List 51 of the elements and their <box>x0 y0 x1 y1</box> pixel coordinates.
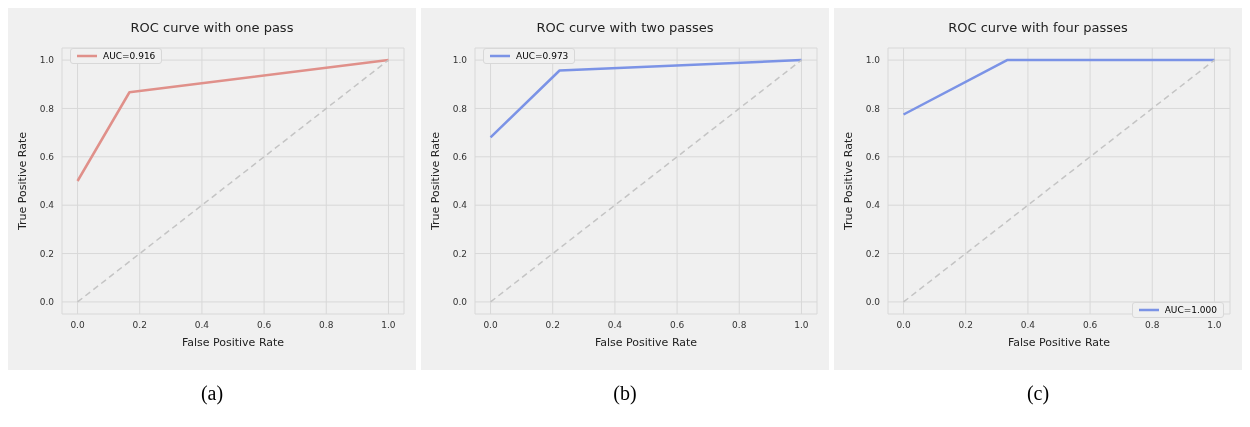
x-tick-label: 0.0 <box>483 320 498 331</box>
y-tick-label: 0.4 <box>865 200 881 211</box>
y-tick-label: 0.2 <box>452 248 467 259</box>
chart-title: ROC curve with one pass <box>129 20 295 35</box>
x-tick-label: 0.2 <box>545 320 560 331</box>
x-tick-label: 0.6 <box>1082 320 1098 331</box>
y-tick-label: 0.2 <box>39 248 54 259</box>
text: (c) <box>1026 382 1050 404</box>
legend-label: AUC=0.916 <box>103 51 156 61</box>
x-tick-label: 0.4 <box>607 320 623 331</box>
text: (b) <box>613 382 637 404</box>
y-tick-label: 0.6 <box>39 152 55 163</box>
y-tick-label: 0.6 <box>865 152 881 163</box>
y-tick-label: 0.0 <box>452 297 468 308</box>
y-tick-label: 0.4 <box>452 200 468 211</box>
x-tick-label: 0.8 <box>1145 320 1160 331</box>
x-axis-title: False Positive Rate <box>594 336 698 349</box>
x-tick-label: 0.0 <box>70 320 85 331</box>
x-tick-label: 1.0 <box>1207 320 1222 331</box>
y-tick-label: 0.8 <box>452 103 468 114</box>
y-tick-label: 0.8 <box>865 103 881 114</box>
y-axis-title: True Positive Rate <box>15 131 29 231</box>
x-tick-label: 0.0 <box>896 320 911 331</box>
y-tick-label: 0.6 <box>452 152 468 163</box>
text: (a) <box>200 382 224 404</box>
y-axis-title: True Positive Rate <box>841 131 855 231</box>
x-tick-label: 1.0 <box>794 320 809 331</box>
x-tick-label: 0.8 <box>732 320 747 331</box>
x-tick-label: 1.0 <box>381 320 396 331</box>
y-tick-label: 0.2 <box>865 248 880 259</box>
x-tick-label: 0.2 <box>132 320 147 331</box>
x-tick-label: 0.2 <box>958 320 973 331</box>
x-tick-label: 0.4 <box>1020 320 1036 331</box>
x-tick-label: 0.6 <box>669 320 685 331</box>
y-tick-label: 1.0 <box>865 55 881 66</box>
x-axis-title: False Positive Rate <box>1007 336 1111 349</box>
y-tick-label: 1.0 <box>39 55 55 66</box>
y-tick-label: 0.4 <box>39 200 55 211</box>
y-tick-label: 0.8 <box>39 103 55 114</box>
x-tick-label: 0.8 <box>319 320 334 331</box>
x-axis-title: False Positive Rate <box>181 336 285 349</box>
chart-title: ROC curve with four passes <box>947 20 1129 35</box>
chart-title: ROC curve with two passes <box>535 20 715 35</box>
y-tick-label: 0.0 <box>39 297 55 308</box>
y-axis-title: True Positive Rate <box>428 131 442 231</box>
legend-label: AUC=0.973 <box>516 51 569 61</box>
legend-label: AUC=1.000 <box>1164 305 1217 315</box>
x-tick-label: 0.6 <box>256 320 272 331</box>
y-tick-label: 1.0 <box>452 55 468 66</box>
y-tick-label: 0.0 <box>865 297 881 308</box>
x-tick-label: 0.4 <box>194 320 210 331</box>
